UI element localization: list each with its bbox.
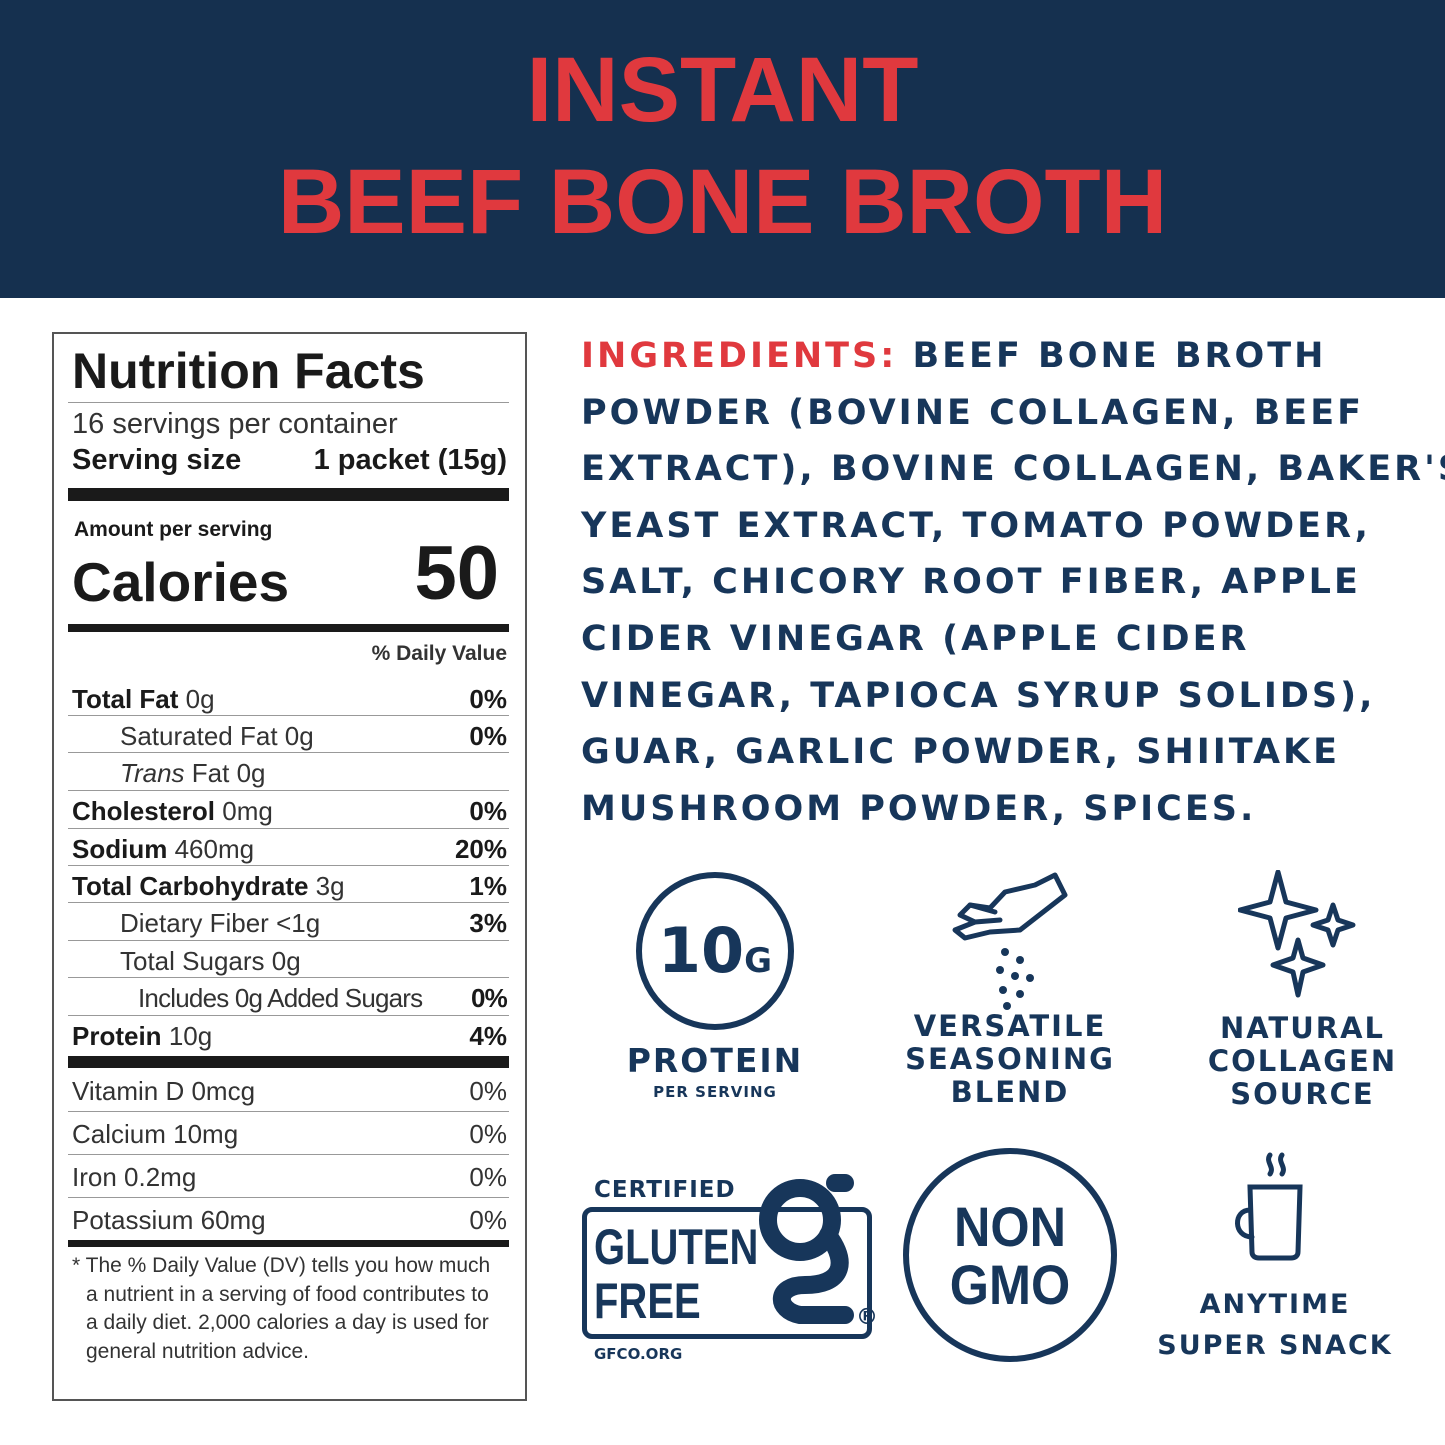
ingredients-line: INGREDIENTS: BEEF BONE BROTH <box>581 336 1327 376</box>
nutrient-row: Includes 0g Added Sugars 0% <box>138 983 508 1013</box>
nutrient-row: Total Fat 0g 0% <box>72 684 507 714</box>
hand-sprinkle-icon <box>952 872 1068 1010</box>
daily-value-percent: 0% <box>471 983 508 1013</box>
seasoning-badge: VERSATILE SEASONING BLEND <box>890 870 1130 1109</box>
circle-badge-icon: 10G <box>636 872 794 1030</box>
ingredients-line: GUAR, GARLIC POWDER, SHIITAKE <box>581 732 1341 773</box>
ingredients-block: INGREDIENTS: BEEF BONE BROTH POWDER (BOV… <box>581 332 1445 841</box>
title-line-2: BEEF BONE BROTH <box>277 151 1168 253</box>
gluten-free-logo: CERTIFIED GLUTEN FREE ® GFCO.ORG <box>580 1165 890 1375</box>
ingredients-line: POWDER (BOVINE COLLAGEN, BEEF <box>581 392 1365 433</box>
vitamin-row: Iron 0.2mg 0% <box>72 1162 507 1192</box>
daily-value-percent: 0% <box>469 1076 507 1106</box>
ingredients-line: YEAST EXTRACT, TOMATO POWDER, <box>581 505 1371 546</box>
daily-value-percent: 1% <box>469 871 507 901</box>
nutrient-row: Sodium 460mg 20% <box>72 834 507 864</box>
daily-value-percent: 3% <box>469 908 507 938</box>
nutrient-row: Cholesterol 0mg 0% <box>72 796 507 826</box>
daily-value-percent: 0% <box>469 796 507 826</box>
daily-value-percent: 0% <box>469 1205 507 1235</box>
serving-size-value: 1 packet (15g) <box>313 444 507 476</box>
vitamin-row: Vitamin D 0mcg 0% <box>72 1076 507 1106</box>
vitamin-row: Potassium 60mg 0% <box>72 1205 507 1235</box>
header-banner: INSTANT BEEF BONE BROTH <box>0 0 1445 298</box>
nutrient-row: Dietary Fiber <1g 3% <box>120 908 507 938</box>
daily-value-percent: 0% <box>469 721 507 751</box>
nutrient-row: Total Sugars 0g <box>120 946 301 976</box>
daily-value-header: % Daily Value <box>371 642 507 665</box>
daily-value-percent: 20% <box>454 834 507 864</box>
steaming-mug-icon <box>1235 1152 1303 1261</box>
ingredients-label: INGREDIENTS: <box>581 336 898 376</box>
collagen-badge: NATURAL COLLAGEN SOURCE <box>1190 870 1415 1111</box>
nutrition-facts-title: Nutrition Facts <box>72 343 425 399</box>
ingredients-line: CIDER VINEGAR (APPLE CIDER <box>581 618 1250 659</box>
daily-value-percent: 0% <box>469 684 507 714</box>
non-gmo-badge: NON GMO <box>903 1148 1117 1362</box>
ingredients-line: VINEGAR, TAPIOCA SYRUP SOLIDS), <box>581 675 1376 716</box>
title-line-1: INSTANT <box>526 39 919 141</box>
ingredients-line: SALT, CHICORY ROOT FIBER, APPLE <box>581 562 1361 603</box>
ingredients-line: EXTRACT), BOVINE COLLAGEN, BAKER'S <box>581 449 1445 490</box>
vitamin-row: Calcium 10mg 0% <box>72 1119 507 1149</box>
footnote: * The % Daily Value (DV) tells you how m… <box>72 1254 491 1363</box>
snack-badge: ANYTIME SUPER SNACK <box>1140 1152 1410 1362</box>
nutrient-row: Saturated Fat 0g 0% <box>120 721 507 751</box>
daily-value-percent: 0% <box>469 1162 507 1192</box>
calories-value: 50 <box>414 531 499 616</box>
calories-label: Calories <box>72 551 290 613</box>
sparkles-icon <box>1237 870 1355 998</box>
nutrition-facts-panel: Nutrition Facts 16 servings per containe… <box>52 332 527 1401</box>
serving-size-label: Serving size <box>72 444 242 476</box>
ingredients-line: MUSHROOM POWDER, SPICES. <box>581 788 1257 829</box>
amount-per-serving: Amount per serving <box>74 518 273 541</box>
daily-value-percent: 0% <box>469 1119 507 1149</box>
nutrient-row: Trans Fat 0g <box>120 758 266 788</box>
daily-value-percent: 4% <box>469 1021 507 1051</box>
nutrient-row: Protein 10g 4% <box>72 1021 507 1051</box>
nutrient-row: Total Carbohydrate 3g 1% <box>72 871 507 901</box>
protein-badge: 10G PROTEIN PER SERVING <box>600 872 830 1101</box>
servings-per-container: 16 servings per container <box>72 408 398 440</box>
